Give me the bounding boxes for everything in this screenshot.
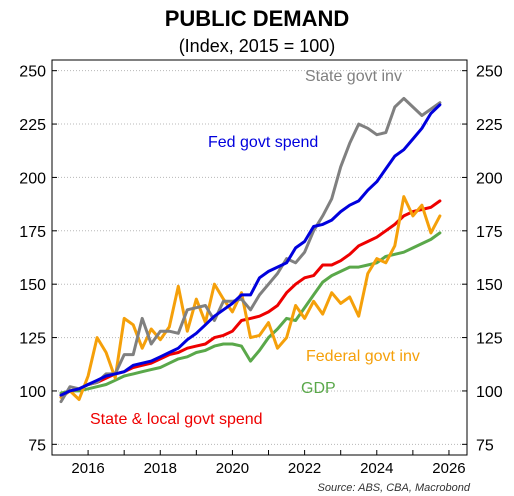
x-tick-label: 2018 [144, 460, 177, 477]
series-line-fed-govt-spend [59, 103, 442, 397]
label-fed-govt-spend: Fed govt spend [208, 134, 318, 151]
x-axis: 2016 2018 2020 2022 2024 2026 [51, 450, 466, 477]
y-tick-label-right: 175 [476, 224, 503, 241]
series-line-state-govt-inv [59, 96, 442, 404]
y-tick-label-right: 200 [476, 170, 503, 187]
y-tick-label-right: 75 [476, 437, 494, 454]
label-state-local-govt-spend: State & local govt spend [90, 411, 263, 428]
y-tick-label-left: 100 [19, 384, 46, 401]
x-tick-label: 2016 [71, 460, 104, 477]
y-tick-label-left: 175 [19, 224, 46, 241]
y-tick-label-right: 250 [476, 64, 503, 81]
y-axis-right: 75 100 125 150 175 200 225 250 [462, 64, 503, 454]
source-note: Source: ABS, CBA, Macrobond [318, 482, 471, 494]
y-tick-label-left: 75 [28, 437, 46, 454]
y-tick-label-left: 125 [19, 331, 46, 348]
x-tick-label: 2026 [432, 460, 465, 477]
y-tick-label-right: 100 [476, 384, 503, 401]
x-tick-label: 2024 [360, 460, 393, 477]
label-gdp: GDP [301, 380, 336, 397]
series-line-federal-govt-inv [59, 195, 442, 401]
y-tick-label-right: 150 [476, 277, 503, 294]
series-line-gdp [59, 231, 442, 395]
x-tick-label: 2022 [288, 460, 321, 477]
y-tick-label-left: 250 [19, 64, 46, 81]
series-lines [59, 96, 442, 404]
chart-title: PUBLIC DEMAND [165, 6, 350, 31]
y-axis-left: 75 100 125 150 175 200 225 250 [19, 64, 57, 454]
label-state-govt-inv: State govt inv [305, 68, 402, 85]
y-tick-label-left: 225 [19, 117, 46, 134]
x-tick-label: 2020 [216, 460, 249, 477]
plot-frame [51, 59, 468, 456]
grid [52, 70, 467, 445]
y-tick-label-left: 200 [19, 170, 46, 187]
y-tick-label-right: 125 [476, 331, 503, 348]
y-tick-label-right: 225 [476, 117, 503, 134]
y-tick-label-left: 150 [19, 277, 46, 294]
label-federal-govt-inv: Federal govt inv [306, 348, 420, 365]
chart-subtitle: (Index, 2015 = 100) [179, 36, 336, 56]
